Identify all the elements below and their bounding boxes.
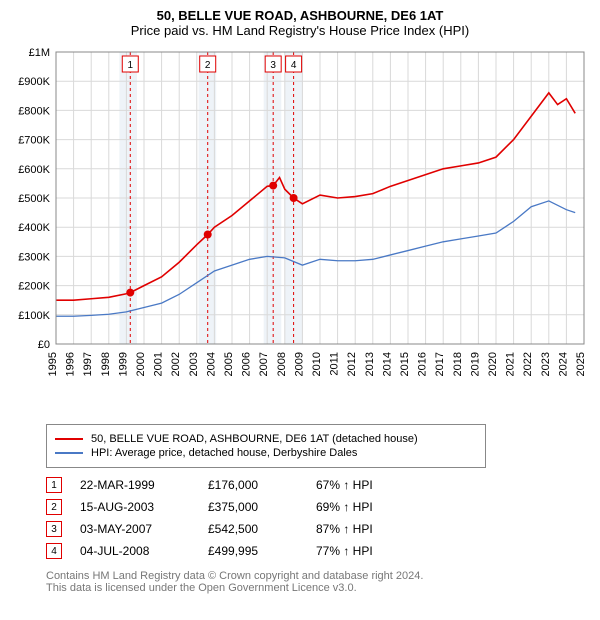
legend-swatch: [55, 452, 83, 454]
svg-text:2015: 2015: [399, 352, 411, 376]
legend-item: 50, BELLE VUE ROAD, ASHBOURNE, DE6 1AT (…: [55, 433, 477, 445]
svg-text:2011: 2011: [329, 352, 341, 376]
chart-title: 50, BELLE VUE ROAD, ASHBOURNE, DE6 1AT: [8, 8, 592, 23]
svg-text:2013: 2013: [364, 352, 376, 376]
transaction-date: 22-MAR-1999: [80, 478, 190, 492]
transaction-row: 1 22-MAR-1999 £176,000 67% ↑ HPI: [46, 474, 592, 496]
transaction-date: 04-JUL-2008: [80, 544, 190, 558]
line-chart: £0 £100K £200K £300K £400K £500K £600K £700K £80…: [8, 44, 592, 414]
chart-subtitle: Price paid vs. HM Land Registry's House …: [8, 23, 592, 38]
transaction-pct: 69% ↑ HPI: [316, 500, 406, 514]
footer-attribution: Contains HM Land Registry data © Crown c…: [46, 570, 592, 594]
svg-text:£200K: £200K: [18, 281, 50, 293]
svg-text:£800K: £800K: [18, 105, 50, 117]
transaction-date: 15-AUG-2003: [80, 500, 190, 514]
transaction-pct: 87% ↑ HPI: [316, 522, 406, 536]
transaction-date: 03-MAY-2007: [80, 522, 190, 536]
footer-line-1: Contains HM Land Registry data © Crown c…: [46, 570, 592, 582]
transaction-marker: 3: [46, 521, 62, 537]
svg-text:2001: 2001: [153, 352, 165, 376]
svg-text:2022: 2022: [522, 352, 534, 376]
legend-swatch: [55, 438, 83, 440]
svg-text:1998: 1998: [100, 352, 112, 376]
svg-text:£0: £0: [38, 339, 50, 351]
svg-text:4: 4: [291, 60, 297, 71]
svg-text:2024: 2024: [557, 352, 569, 376]
svg-text:2008: 2008: [276, 352, 288, 376]
svg-text:2012: 2012: [346, 352, 358, 376]
svg-text:2005: 2005: [223, 352, 235, 376]
svg-text:1997: 1997: [82, 352, 94, 376]
transaction-marker: 1: [46, 477, 62, 493]
transaction-price: £375,000: [208, 500, 298, 514]
legend-label: HPI: Average price, detached house, Derb…: [91, 447, 357, 459]
svg-text:2020: 2020: [487, 352, 499, 376]
svg-text:1: 1: [127, 60, 133, 71]
svg-text:2016: 2016: [417, 352, 429, 376]
transaction-row: 4 04-JUL-2008 £499,995 77% ↑ HPI: [46, 540, 592, 562]
svg-text:2000: 2000: [135, 352, 147, 376]
svg-text:1995: 1995: [47, 352, 59, 376]
transaction-row: 3 03-MAY-2007 £542,500 87% ↑ HPI: [46, 518, 592, 540]
svg-text:£300K: £300K: [18, 251, 50, 263]
svg-text:2: 2: [205, 60, 211, 71]
svg-text:2018: 2018: [452, 352, 464, 376]
svg-text:2023: 2023: [540, 352, 552, 376]
svg-text:£600K: £600K: [18, 164, 50, 176]
legend-item: HPI: Average price, detached house, Derb…: [55, 447, 477, 459]
transaction-pct: 67% ↑ HPI: [316, 478, 406, 492]
svg-text:2003: 2003: [188, 352, 200, 376]
svg-text:3: 3: [270, 60, 276, 71]
transaction-marker: 2: [46, 499, 62, 515]
svg-text:2021: 2021: [505, 352, 517, 376]
svg-text:2006: 2006: [241, 352, 253, 376]
transaction-table: 1 22-MAR-1999 £176,000 67% ↑ HPI 2 15-AUG-200…: [46, 474, 592, 562]
svg-text:£700K: £700K: [18, 135, 50, 147]
transaction-row: 2 15-AUG-2003 £375,000 69% ↑ HPI: [46, 496, 592, 518]
transaction-price: £176,000: [208, 478, 298, 492]
chart-area: £0 £100K £200K £300K £400K £500K £600K £700K £80…: [8, 44, 592, 414]
transaction-price: £542,500: [208, 522, 298, 536]
svg-text:2017: 2017: [434, 352, 446, 376]
svg-text:£900K: £900K: [18, 76, 50, 88]
svg-text:£500K: £500K: [18, 193, 50, 205]
svg-text:2009: 2009: [293, 352, 305, 376]
svg-text:2019: 2019: [469, 352, 481, 376]
legend-label: 50, BELLE VUE ROAD, ASHBOURNE, DE6 1AT (…: [91, 433, 418, 445]
svg-text:£100K: £100K: [18, 310, 50, 322]
transaction-price: £499,995: [208, 544, 298, 558]
svg-text:2014: 2014: [381, 352, 393, 376]
svg-text:2025: 2025: [575, 352, 587, 376]
transaction-pct: 77% ↑ HPI: [316, 544, 406, 558]
svg-text:2010: 2010: [311, 352, 323, 376]
svg-text:2004: 2004: [205, 352, 217, 376]
legend: 50, BELLE VUE ROAD, ASHBOURNE, DE6 1AT (…: [46, 424, 486, 468]
svg-text:1999: 1999: [117, 352, 129, 376]
svg-text:1996: 1996: [65, 352, 77, 376]
footer-line-2: This data is licensed under the Open Gov…: [46, 582, 592, 594]
svg-text:£400K: £400K: [18, 222, 50, 234]
transaction-marker: 4: [46, 543, 62, 559]
svg-text:£1M: £1M: [29, 47, 50, 59]
svg-text:2002: 2002: [170, 352, 182, 376]
svg-text:2007: 2007: [258, 352, 270, 376]
